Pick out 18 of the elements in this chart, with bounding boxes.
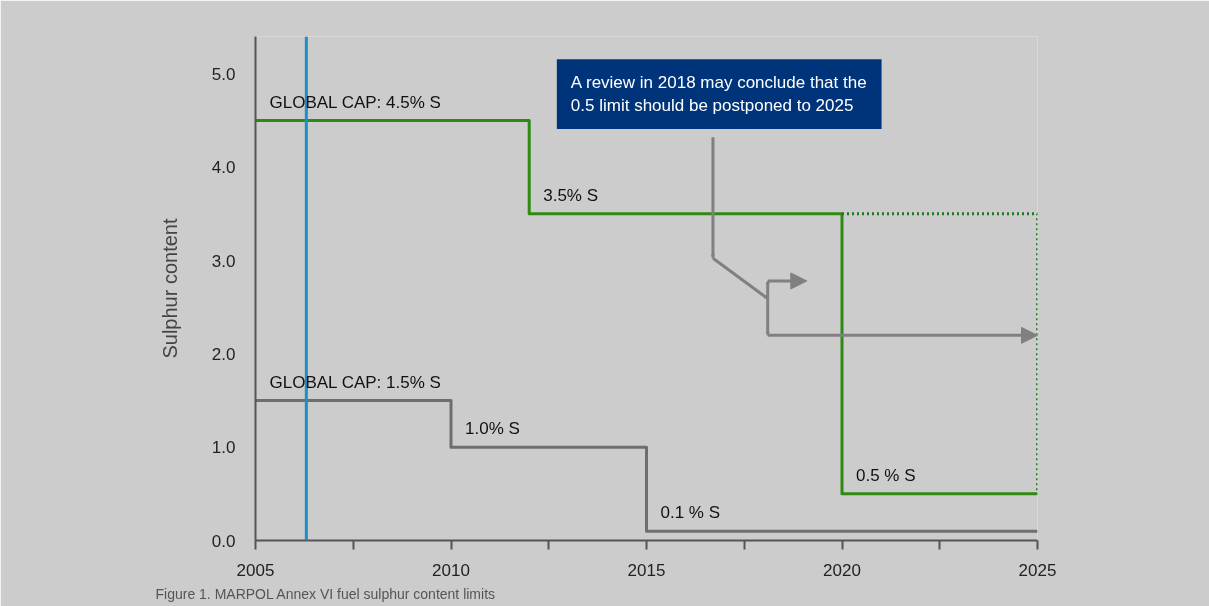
y-tick-label: 2.0 [211, 344, 236, 364]
y-tick-label: 3.0 [211, 251, 236, 271]
caption: Figure 1. MARPOL Annex VI fuel sulphur content limits [155, 585, 496, 602]
y-tick-label: 4.0 [211, 158, 236, 178]
x-tick-label: 2025 [1018, 560, 1057, 580]
annotation: 0.1 % S [660, 503, 721, 523]
annotation: A review in 2018 may conclude that the 0.5 limit should be postponed to 2025 [570, 73, 867, 115]
y-tick-label: 1.0 [211, 438, 236, 458]
y-tick-label: 5.0 [211, 64, 236, 84]
x-tick-label: 2005 [236, 560, 275, 580]
annotation: 3.5% S [543, 185, 599, 205]
annotation: 1.0% S [465, 419, 520, 439]
y-axis-title: Sulphur content [158, 218, 181, 359]
y-tick-label: 0.0 [211, 531, 236, 551]
x-tick-label: 2015 [627, 560, 666, 580]
x-tick-label: 2020 [823, 560, 861, 580]
x-tick-label: 2010 [432, 560, 470, 580]
annotation: 0.5 % S [856, 465, 916, 485]
